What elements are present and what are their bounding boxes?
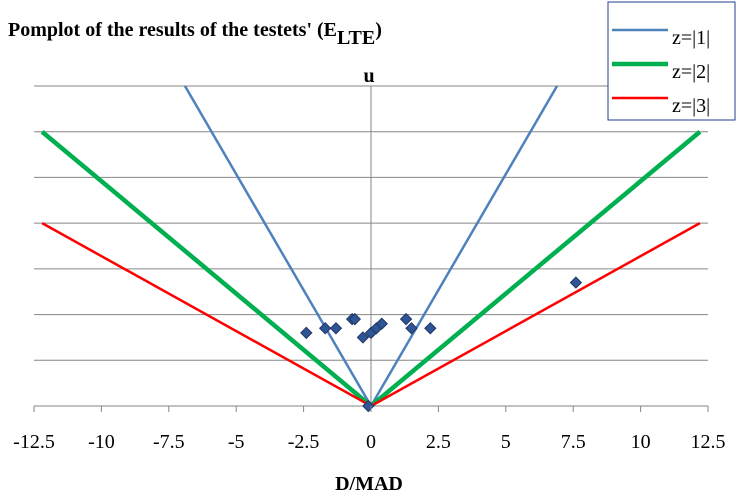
axes — [34, 86, 708, 407]
legend-label-1: z=|2| — [672, 61, 710, 83]
data-point-5 — [356, 331, 370, 344]
data-point-4 — [348, 312, 362, 326]
x-tick-label-6: 2.5 — [426, 431, 451, 453]
legend-label-0: z=|1| — [672, 27, 710, 49]
x-tick-label-4: -2.5 — [288, 431, 320, 453]
data-point-11 — [424, 322, 437, 335]
data-points — [300, 276, 583, 413]
x-tick-label-2: -7.5 — [153, 431, 185, 453]
x-axis-label: D/MAD — [335, 473, 403, 495]
data-point-1 — [318, 322, 332, 335]
data-point-12 — [569, 276, 583, 289]
chart-title: Pomplot of the results of the testets' (… — [8, 19, 382, 49]
data-point-8 — [375, 317, 388, 330]
legend: z=|1| z=|2| z=|3| — [607, 1, 736, 121]
data-point-2 — [329, 322, 343, 335]
legend-box — [607, 1, 736, 121]
x-tick-label-3: -5 — [228, 431, 245, 453]
x-tick-label-10: 12.5 — [691, 431, 726, 453]
x-tick-label-9: 10 — [631, 431, 651, 453]
x-tick-label-7: 5 — [501, 431, 511, 453]
x-tick-label-8: 7.5 — [561, 431, 586, 453]
x-tick-labels: -12.5 -10 -7.5 -5 -2.5 0 2.5 5 7.5 10 12.5 — [13, 406, 726, 453]
y-axis-label: u — [363, 65, 374, 87]
x-tick-label-5: 0 — [366, 431, 376, 453]
data-point-0 — [300, 326, 313, 340]
data-point-9 — [399, 312, 413, 326]
x-tick-label-1: -10 — [88, 431, 115, 453]
legend-label-2: z=|3| — [672, 95, 710, 117]
x-tick-label-0: -12.5 — [13, 431, 55, 453]
data-point-10 — [405, 322, 418, 335]
